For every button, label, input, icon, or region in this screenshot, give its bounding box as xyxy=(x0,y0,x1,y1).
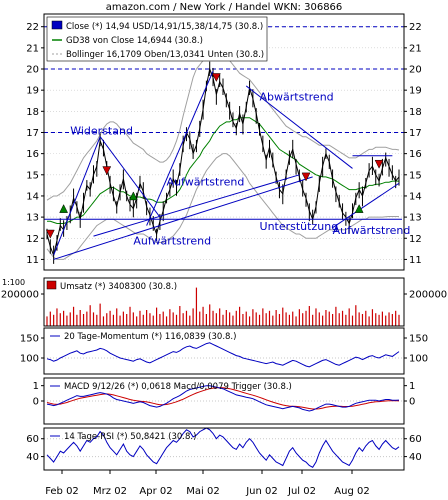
price-axis-tick-label-right: 18 xyxy=(409,107,422,118)
rsi-axis-tick-label-left: 60 xyxy=(26,434,39,445)
macd-axis-tick-label-right: 0 xyxy=(409,397,415,408)
price-axis-tick-label-right: 21 xyxy=(409,43,422,54)
close-price-line xyxy=(46,67,400,257)
buy-signal-marker xyxy=(354,204,364,213)
price-legend-box xyxy=(46,16,268,62)
x-axis-label: Mrz 02 xyxy=(93,486,127,497)
price-axis-tick-label-left: 12 xyxy=(26,234,39,245)
price-axis-tick-label-right: 11 xyxy=(409,255,422,266)
price-axis-tick-label-right: 12 xyxy=(409,234,422,245)
price-axis-tick-label-left: 14 xyxy=(26,191,39,202)
legend-volume-swatch xyxy=(46,280,57,290)
price-axis-tick-label-left: 18 xyxy=(26,107,39,118)
price-axis-tick-label-left: 13 xyxy=(26,213,39,224)
trendline-abwaertstrend xyxy=(245,85,353,169)
volume-legend-label: Umsatz (*) 3408300 (30.8.) xyxy=(60,282,177,292)
price-axis-tick-label-left: 21 xyxy=(26,43,39,54)
legend-close-swatch xyxy=(51,20,63,30)
bollinger-lower-line xyxy=(46,153,399,260)
legend-label: Close (*) 14,94 USD/14,91/15,38/14,75 (3… xyxy=(66,22,263,32)
x-axis-label: Jun 02 xyxy=(245,486,278,497)
chart-annotation: Unterstützung xyxy=(260,220,339,233)
chart-annotation: Abwärtstrend xyxy=(260,91,334,104)
momentum-panel-frame xyxy=(43,327,405,375)
legend-label: Bollinger 16,1709 Oben/13,0341 Unten (30… xyxy=(66,50,264,60)
rsi-panel-frame xyxy=(43,427,405,471)
price-axis-tick-label-left: 20 xyxy=(26,65,39,76)
gd38-line xyxy=(47,117,399,224)
x-axis-label: Mai 02 xyxy=(186,486,219,497)
rsi-axis-tick-label-right: 40 xyxy=(409,452,422,463)
rsi-legend-label: 14 Tage-RSI (*) 50,8421 (30.8.) xyxy=(64,432,196,442)
legend-label: GD38 von Close 14,6944 (30.8.) xyxy=(66,36,203,46)
x-axis-label: Aug 02 xyxy=(334,486,369,497)
rsi-axis-tick-label-right: 60 xyxy=(409,434,422,445)
chart-annotation: Aufwärtstrend xyxy=(167,175,245,188)
macd-line xyxy=(46,385,400,412)
macd-axis-tick-label-left: 0 xyxy=(33,397,39,408)
price-axis-tick-label-left: 15 xyxy=(26,170,39,181)
price-axis-tick-label-right: 22 xyxy=(409,22,422,33)
chart-annotation: Aufwärtstrend xyxy=(133,235,211,248)
price-panel-frame xyxy=(43,13,405,271)
trendline-up-base xyxy=(53,176,313,260)
momentum-axis-tick-label-left: 100 xyxy=(20,354,39,365)
volume-scale-label: 1:100 xyxy=(2,278,26,287)
momentum-legend-label: 20 Tage-Momentum (*) 116,0839 (30.8.) xyxy=(64,332,236,342)
trendline-widerstand xyxy=(53,136,101,256)
x-axis-label: Feb 02 xyxy=(45,486,79,497)
chart-annotation: Widerstand xyxy=(70,125,133,138)
macd-axis-tick-label-right: 1 xyxy=(409,381,415,392)
price-axis-tick-label-left: 19 xyxy=(26,86,39,97)
chart-title: amazon.com / New York / Handel WKN: 3068… xyxy=(105,2,343,13)
price-axis-tick-label-right: 13 xyxy=(409,213,422,224)
volume-axis-tick-label-left: 200000 xyxy=(1,290,39,301)
price-axis-tick-label-left: 11 xyxy=(26,255,39,266)
macd-legend-label: MACD 9/12/26 (*) 0,0618 Macd/0,0079 Trig… xyxy=(64,382,292,392)
trendline-aug-up xyxy=(332,182,400,229)
momentum-axis-tick-label-right: 100 xyxy=(409,354,428,365)
price-axis-tick-label-right: 16 xyxy=(409,149,422,160)
trendline-up-apr-mai xyxy=(146,70,214,226)
sell-signal-marker xyxy=(102,166,112,176)
price-axis-tick-label-right: 20 xyxy=(409,65,422,76)
chart-annotation: Aufwärtstrend xyxy=(333,224,411,237)
sell-signal-marker xyxy=(374,159,384,169)
sell-signal-marker xyxy=(45,229,55,239)
price-axis-tick-label-left: 16 xyxy=(26,149,39,160)
buy-signal-marker xyxy=(128,191,138,201)
sell-signal-marker xyxy=(301,172,311,182)
price-axis-tick-label-right: 17 xyxy=(409,128,422,139)
trendline-up-long xyxy=(93,174,300,237)
price-axis-tick-label-right: 15 xyxy=(409,170,422,181)
volume-axis-tick-label-right: 200000 xyxy=(409,290,447,301)
volume-panel-frame xyxy=(43,277,405,327)
momentum-line xyxy=(46,342,400,368)
rsi-axis-tick-label-left: 40 xyxy=(26,452,39,463)
x-axis-label: Jul 02 xyxy=(287,486,316,497)
momentum-axis-tick-label-right: 150 xyxy=(409,334,428,345)
rsi-line xyxy=(46,427,400,468)
price-axis-tick-label-right: 14 xyxy=(409,191,422,202)
buy-signal-marker xyxy=(59,204,69,213)
price-axis-tick-label-right: 19 xyxy=(409,86,422,97)
price-axis-tick-label-left: 17 xyxy=(26,128,39,139)
sell-signal-marker xyxy=(211,73,221,83)
momentum-axis-tick-label-left: 150 xyxy=(20,334,39,345)
macd-axis-tick-label-left: 1 xyxy=(33,381,39,392)
x-axis-label: Apr 02 xyxy=(139,486,172,497)
price-axis-tick-label-left: 22 xyxy=(26,22,39,33)
trendline-down-feb-apr xyxy=(99,136,161,218)
